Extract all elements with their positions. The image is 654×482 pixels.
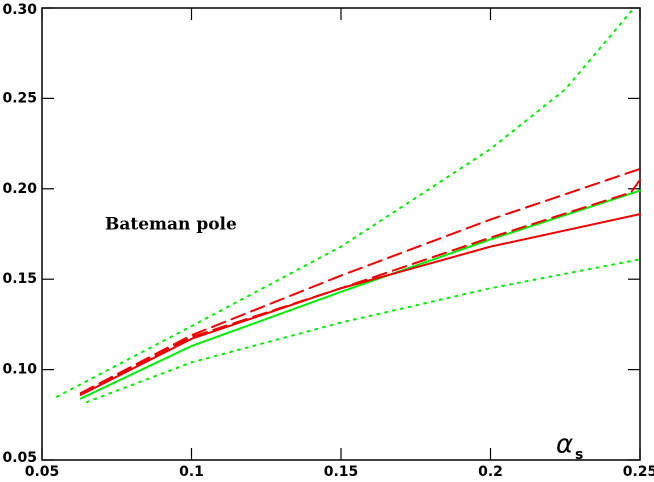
line-series: [85, 258, 641, 404]
x-tick-label: 0.15: [324, 464, 359, 480]
y-tick-label: 0.30: [2, 2, 37, 18]
x-tick-label: 0.2: [478, 464, 503, 480]
line-series: [79, 189, 641, 400]
line-series: [79, 167, 641, 395]
y-tick-label: 0.25: [2, 90, 37, 106]
y-tick-label: 0.20: [2, 181, 37, 197]
line-series: [79, 213, 641, 396]
x-axis-label: α: [556, 430, 573, 460]
x-tick-label: 0.25: [623, 464, 654, 480]
y-tick-label: 0.15: [2, 271, 37, 287]
line-series: [55, 7, 636, 398]
x-tick-label: 0.05: [25, 464, 60, 480]
x-tick-label: 0.1: [179, 464, 204, 480]
annotation: Bateman pole: [105, 215, 237, 235]
y-tick-label: 0.05: [2, 450, 37, 466]
y-tick-label: 0.10: [2, 362, 37, 378]
line-series: [79, 178, 641, 395]
x-axis-label-subscript: s: [575, 447, 583, 463]
